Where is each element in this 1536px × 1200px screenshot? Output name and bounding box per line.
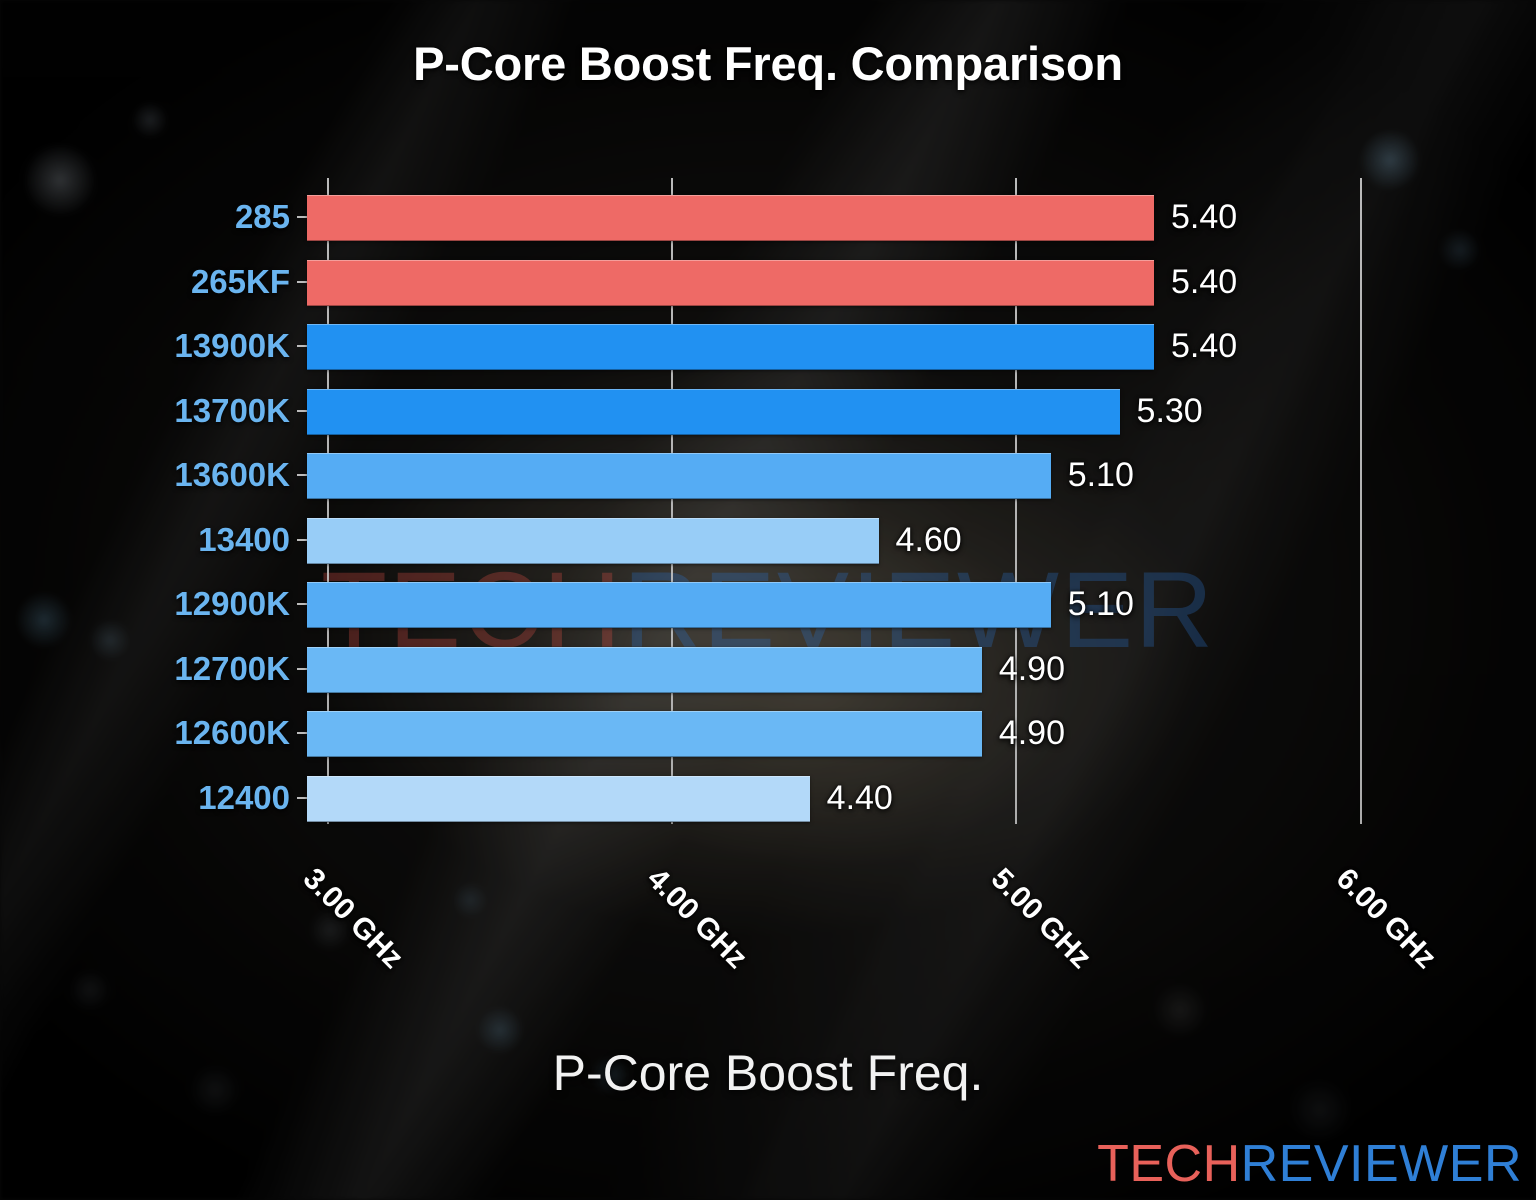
bar-row: 13700K 5.30 (0, 380, 1536, 442)
bar-13600k[interactable] (307, 453, 1051, 499)
category-label-13900k: 13900K (174, 327, 290, 364)
bar-row: 12700K 4.90 (0, 638, 1536, 700)
value-label-13700k: 5.30 (1136, 391, 1203, 430)
gridline-5-00-ghz (1015, 178, 1018, 824)
category-label-12900k: 12900K (174, 585, 290, 622)
y-tick-mark (297, 538, 308, 541)
bar-285[interactable] (307, 195, 1154, 241)
bar-row: 13400 4.60 (0, 509, 1536, 571)
gridline-6-00-ghz (1359, 178, 1362, 824)
category-label-12700k: 12700K (174, 649, 290, 687)
y-tick-mark (297, 796, 308, 799)
value-label-265kf: 5.40 (1170, 262, 1238, 301)
value-label-12900k: 5.10 (1067, 585, 1134, 623)
value-label-285: 5.40 (1170, 198, 1238, 236)
category-label-285: 285 (234, 198, 290, 235)
bar-row: 13900K 5.40 (0, 315, 1536, 377)
bar-12700k[interactable] (307, 646, 982, 693)
chart-title: P-Core Boost Freq. Comparison (413, 37, 1123, 90)
y-tick-mark (297, 732, 308, 734)
bar-13700k[interactable] (307, 388, 1120, 435)
category-label-12600k: 12600K (174, 714, 290, 751)
value-label-13600k: 5.10 (1067, 456, 1134, 494)
bar-row: 265KF 5.40 (0, 251, 1536, 313)
bar-row: 13600K 5.10 (0, 444, 1536, 506)
logo-tech: TECH (1097, 1135, 1241, 1193)
bar-13900k[interactable] (307, 324, 1154, 370)
techreviewer-logo: TECHREVIEWER (1097, 1134, 1522, 1194)
bar-row: 285 5.40 (0, 186, 1536, 248)
x-tick-label: 5.00 GHz (984, 862, 1098, 975)
y-tick-mark (297, 474, 308, 476)
category-label-265kf: 265KF (190, 262, 290, 300)
y-tick-mark (297, 409, 308, 412)
bar-12400[interactable] (307, 775, 810, 822)
category-label-13700k: 13700K (174, 391, 290, 429)
bar-13400[interactable] (307, 517, 879, 564)
y-tick-mark (297, 345, 308, 347)
bar-12600k[interactable] (307, 711, 982, 757)
bar-row: 12900K 5.10 (0, 573, 1536, 635)
y-tick-mark (297, 667, 308, 670)
value-label-13900k: 5.40 (1170, 327, 1238, 365)
bar-row: 12400 4.40 (0, 767, 1536, 829)
x-tick-label: 6.00 GHz (1329, 862, 1443, 975)
value-label-12600k: 4.90 (998, 714, 1065, 752)
category-label-13600k: 13600K (174, 456, 290, 493)
x-tick-label: 4.00 GHz (640, 862, 754, 975)
value-label-12400: 4.40 (826, 778, 893, 817)
y-tick-mark (297, 216, 308, 218)
bar-265kf[interactable] (307, 259, 1154, 306)
x-tick-label: 3.00 GHz (296, 862, 410, 975)
gridline-3-00-ghz (326, 178, 329, 824)
gridline-4-00-ghz (670, 178, 673, 824)
category-label-13400: 13400 (198, 520, 290, 558)
y-tick-mark (297, 280, 308, 283)
bar-row: 12600K 4.90 (0, 702, 1536, 764)
value-label-13400: 4.60 (895, 520, 962, 559)
logo-reviewer: REVIEWER (1240, 1135, 1522, 1193)
bar-12900k[interactable] (307, 582, 1051, 628)
y-tick-mark (297, 603, 308, 605)
category-label-12400: 12400 (198, 778, 290, 816)
value-label-12700k: 4.90 (998, 649, 1065, 688)
x-axis-label: P-Core Boost Freq. (552, 1045, 984, 1101)
